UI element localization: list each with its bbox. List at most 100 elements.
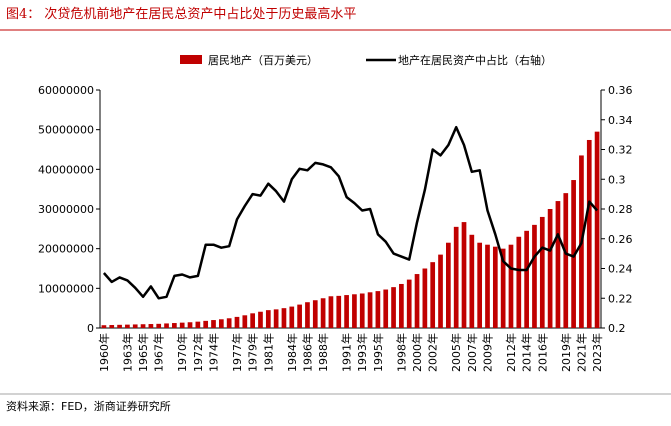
y2-tick-label: 0.22 [608, 292, 633, 305]
bar [226, 318, 232, 328]
y2-tick-label: 0.34 [608, 114, 633, 127]
bar [203, 320, 209, 328]
bar [446, 242, 451, 328]
bar [344, 295, 349, 328]
bar [453, 226, 459, 328]
bar [125, 324, 130, 328]
bar [571, 180, 576, 328]
bar [148, 324, 154, 328]
bar [516, 236, 522, 328]
source: 资料来源：FED，浙商证券研究所 [6, 399, 171, 413]
bar [422, 268, 428, 328]
bar [477, 242, 483, 328]
bar [117, 324, 122, 328]
x-tick-label: 1967年 [152, 333, 166, 372]
bar [305, 302, 310, 328]
bar [500, 248, 506, 328]
bar [469, 234, 475, 328]
bar [234, 316, 240, 328]
x-tick-label: 1970年 [175, 333, 189, 372]
y-tick-label: 10000000 [38, 282, 94, 295]
bar [242, 315, 248, 328]
bar [492, 246, 498, 328]
x-tick-label: 1986年 [300, 333, 314, 372]
x-tick-label: 2012年 [504, 333, 518, 372]
bar [258, 311, 263, 328]
y2-tick-label: 0.26 [608, 233, 633, 246]
bar [101, 325, 107, 328]
bar [352, 294, 357, 328]
bar [375, 291, 381, 328]
bar [594, 131, 600, 328]
bar [563, 193, 569, 328]
bar [312, 300, 318, 328]
bar [359, 293, 365, 328]
bar [273, 309, 279, 328]
bar [438, 254, 443, 328]
bar [140, 324, 146, 328]
bar [414, 274, 420, 328]
bar [508, 244, 514, 328]
y2-tick-label: 0.3 [608, 173, 626, 186]
bar [430, 262, 436, 328]
bar [336, 295, 342, 328]
bar [297, 304, 302, 328]
x-tick-label: 2021年 [574, 333, 588, 372]
x-tick-label: 1963年 [120, 333, 134, 372]
bar [367, 292, 373, 328]
x-tick-label: 1995年 [371, 333, 385, 372]
line [102, 125, 599, 300]
bar [250, 313, 255, 328]
bar [218, 319, 224, 328]
y2-tick-label: 0.2 [608, 322, 626, 335]
bar [289, 306, 295, 328]
y-tick-label: 30000000 [38, 203, 94, 216]
x-tick-label: 2005年 [449, 333, 463, 372]
bar [524, 230, 529, 328]
x-tick-label: 1977年 [230, 333, 244, 372]
bar [586, 139, 592, 328]
x-tick-label: 2019年 [559, 333, 573, 372]
bar [391, 287, 396, 328]
y-tick-label: 40000000 [38, 163, 94, 176]
y-tick-label: 20000000 [38, 243, 94, 256]
bar [406, 279, 412, 328]
bar [211, 320, 216, 328]
y2-tick-label: 0.28 [608, 203, 633, 216]
y2-tick-label: 0.36 [608, 84, 633, 97]
x-tick-label: 2007年 [465, 333, 479, 372]
x-tick-label: 1960年 [97, 333, 111, 372]
bar [179, 322, 185, 328]
x-tick-label: 2002年 [426, 333, 440, 372]
bar [265, 310, 271, 328]
chart-title: 图4： 次贷危机前地产在居民总资产中占比处于历史最高水平 [6, 6, 356, 22]
legend-label: 地产在居民资产中占比（右轴） [398, 53, 552, 67]
x-tick-label: 2023年 [590, 333, 604, 372]
bar [555, 201, 561, 328]
x-tick-label: 2009年 [480, 333, 494, 372]
bar [156, 323, 162, 328]
bar [547, 209, 553, 328]
y-tick-label: 50000000 [38, 124, 94, 137]
bar [399, 283, 404, 328]
bar [320, 298, 326, 328]
bar [461, 222, 467, 328]
bar [172, 323, 177, 328]
x-tick-label: 1972年 [191, 333, 205, 372]
x-tick-label: 1981年 [261, 333, 275, 372]
x-tick-label: 2014年 [520, 333, 534, 372]
bar [383, 289, 389, 328]
x-tick-label: 1974年 [207, 333, 221, 372]
x-tick-label: 2016年 [535, 333, 549, 372]
bar [164, 323, 169, 328]
bar [328, 296, 334, 328]
bar [532, 224, 537, 328]
x-tick-label: 1991年 [340, 333, 354, 372]
x-tick-label: 1965年 [136, 333, 150, 372]
legend-swatch [180, 55, 202, 64]
x-tick-label: 2000年 [410, 333, 424, 372]
y-tick-label: 60000000 [38, 84, 94, 97]
x-tick-label: 1988年 [316, 333, 330, 372]
x-tick-label: 1993年 [355, 333, 369, 372]
